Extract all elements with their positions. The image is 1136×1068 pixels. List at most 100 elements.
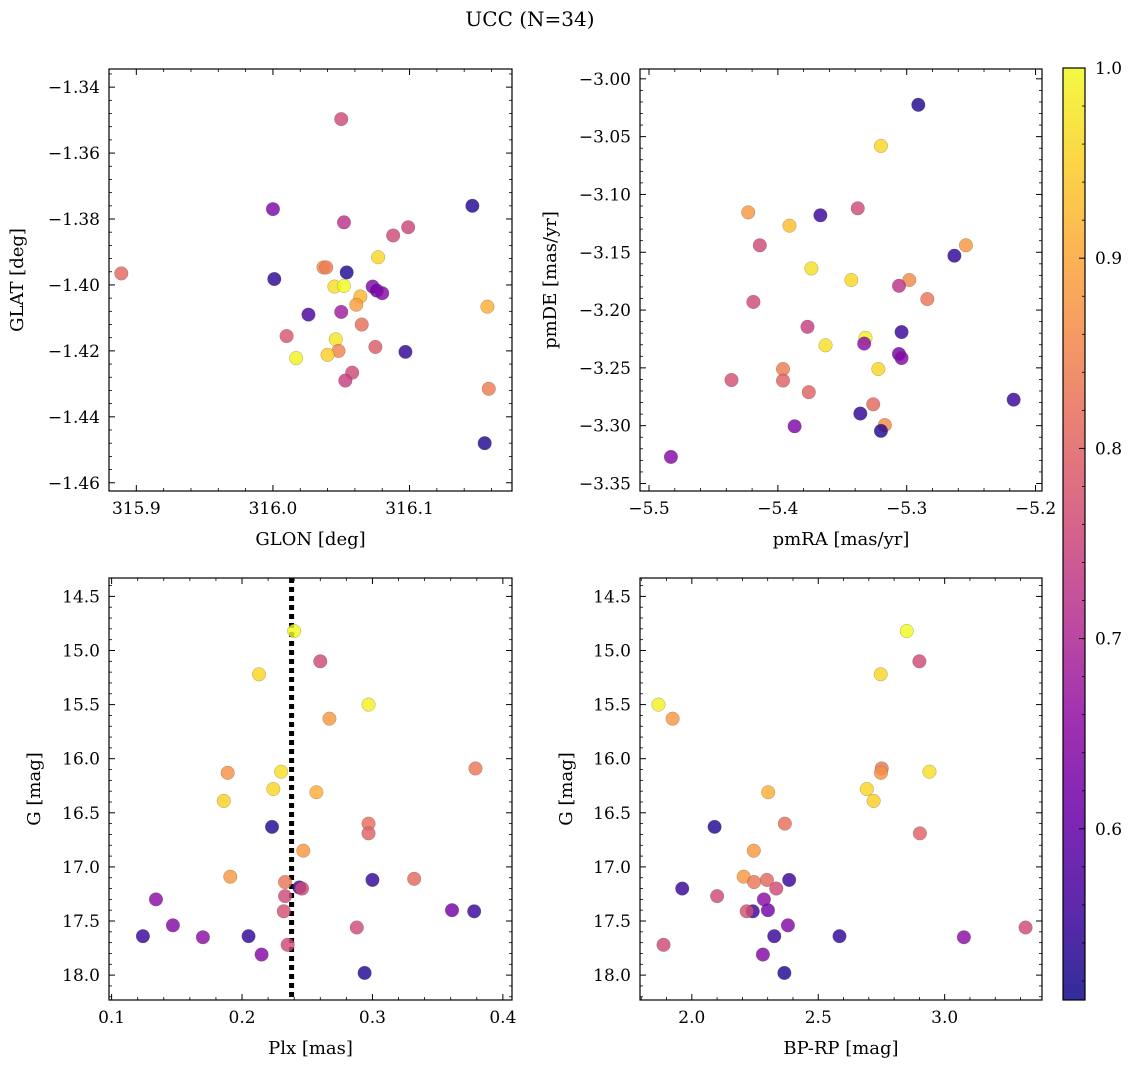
scatter-point xyxy=(336,278,351,293)
y-tick-label: 16.5 xyxy=(593,804,631,824)
scatter-point xyxy=(859,782,874,797)
scatter-point xyxy=(760,903,775,918)
scatter-point xyxy=(481,381,496,396)
scatter-point xyxy=(467,904,482,919)
colorbar-tick-label: 0.8 xyxy=(1095,439,1122,459)
x-tick-label: −5.4 xyxy=(757,499,798,519)
y-tick-label: −1.40 xyxy=(48,276,100,296)
scatter-point xyxy=(777,816,792,831)
y-tick-label: −3.05 xyxy=(579,128,631,148)
colorbar-tick-label: 0.7 xyxy=(1095,630,1122,650)
scatter-point xyxy=(287,624,302,639)
scatter-point xyxy=(278,875,293,890)
scatter-point xyxy=(368,339,383,354)
x-axis-label: BP-RP [mag] xyxy=(783,1038,898,1059)
y-tick-label: −3.30 xyxy=(579,417,631,437)
scatter-point xyxy=(280,937,295,952)
scatter-point xyxy=(251,667,266,682)
x-tick-label: 2.0 xyxy=(678,1008,705,1028)
scatter-point xyxy=(313,654,328,669)
x-tick-label: 316.1 xyxy=(385,499,434,519)
x-tick-label: −5.2 xyxy=(1015,499,1056,519)
scatter-point xyxy=(349,297,364,312)
scatter-point xyxy=(445,903,460,918)
scatter-point xyxy=(301,307,316,322)
y-axis-label: G [mag] xyxy=(24,752,45,825)
scatter-point xyxy=(223,869,238,884)
scatter-point xyxy=(651,697,666,712)
scatter-point xyxy=(295,881,310,896)
scatter-panel-bottom-right: 2.0 2.5 3.0 14.5 15.0 15.5 16.0 16.5 17.0 17.5 18.… xyxy=(556,577,1043,1059)
y-tick-label: −3.25 xyxy=(579,359,631,379)
y-axis-label: GLAT [deg] xyxy=(7,228,28,332)
scatter-point xyxy=(755,947,770,962)
scatter-point xyxy=(958,238,973,253)
x-axis-label: pmRA [mas/yr] xyxy=(773,529,910,550)
scatter-point xyxy=(365,872,380,887)
y-tick-label: 15.0 xyxy=(62,641,100,661)
scatter-point xyxy=(1006,392,1021,407)
x-tick-label: 0.2 xyxy=(229,1008,256,1028)
y-tick-label: −3.00 xyxy=(579,70,631,90)
scatter-point xyxy=(477,436,492,451)
y-axis-label: pmDE [mas/yr] xyxy=(540,211,561,349)
colorbar-tick-label: 0.9 xyxy=(1095,249,1122,269)
scatter-point xyxy=(267,272,282,287)
scatter-point xyxy=(361,826,376,841)
scatter-point xyxy=(265,202,280,217)
plot-frame xyxy=(639,577,1043,1001)
plot-frame xyxy=(639,68,1043,492)
scatter-point xyxy=(274,764,289,779)
y-tick-label: 14.5 xyxy=(62,587,100,607)
scatter-point xyxy=(375,286,390,301)
scatter-point xyxy=(165,918,180,933)
scatter-point xyxy=(338,373,353,388)
scatter-point xyxy=(741,205,756,220)
scatter-point xyxy=(398,344,413,359)
y-tick-label: −1.42 xyxy=(48,342,100,362)
scatter-point xyxy=(266,782,281,797)
y-tick-label: 17.0 xyxy=(593,858,631,878)
scatter-point xyxy=(656,937,671,952)
scatter-point xyxy=(800,319,815,334)
scatter-point xyxy=(220,765,235,780)
y-tick-label: 15.5 xyxy=(62,696,100,716)
y-tick-label: −1.36 xyxy=(48,144,100,164)
scatter-point xyxy=(850,201,865,216)
y-tick-label: −1.34 xyxy=(48,78,100,98)
colorbar-tick-label: 0.6 xyxy=(1095,820,1122,840)
scatter-point xyxy=(747,875,762,890)
y-tick-label: 14.5 xyxy=(593,587,631,607)
scatter-point xyxy=(873,423,888,438)
scatter-point xyxy=(148,892,163,907)
scatter-points xyxy=(651,624,1033,980)
scatter-point xyxy=(279,329,294,344)
scatter-point xyxy=(912,654,927,669)
scatter-point xyxy=(724,373,739,388)
colorbar-gradient xyxy=(1063,68,1085,1000)
y-axis-label: G [mag] xyxy=(556,752,577,825)
scatter-point xyxy=(465,198,480,213)
scatter-point xyxy=(804,261,819,276)
x-tick-label: −5.5 xyxy=(628,499,669,519)
scatter-point xyxy=(746,843,761,858)
y-tick-label: 17.5 xyxy=(62,912,100,932)
scatter-points xyxy=(114,112,496,451)
scatter-point xyxy=(278,889,293,904)
scatter-point xyxy=(328,332,343,347)
scatter-point xyxy=(361,697,376,712)
scatter-point xyxy=(866,793,881,808)
scatter-point xyxy=(912,826,927,841)
scatter-panel-bottom-left: 0.1 0.2 0.3 0.4 14.5 15.0 15.5 16.0 16.5 17.0 17.5… xyxy=(24,577,516,1059)
scatter-point xyxy=(780,918,795,933)
y-tick-label: 15.5 xyxy=(593,696,631,716)
scatter-point xyxy=(322,711,337,726)
scatter-point xyxy=(767,929,782,944)
scatter-point xyxy=(289,351,304,366)
scatter-point xyxy=(114,266,129,281)
scatter-point xyxy=(787,419,802,434)
scatter-point xyxy=(371,250,386,265)
scatter-point xyxy=(254,947,269,962)
x-tick-label: 315.9 xyxy=(112,499,161,519)
x-tick-label: 3.0 xyxy=(931,1008,958,1028)
